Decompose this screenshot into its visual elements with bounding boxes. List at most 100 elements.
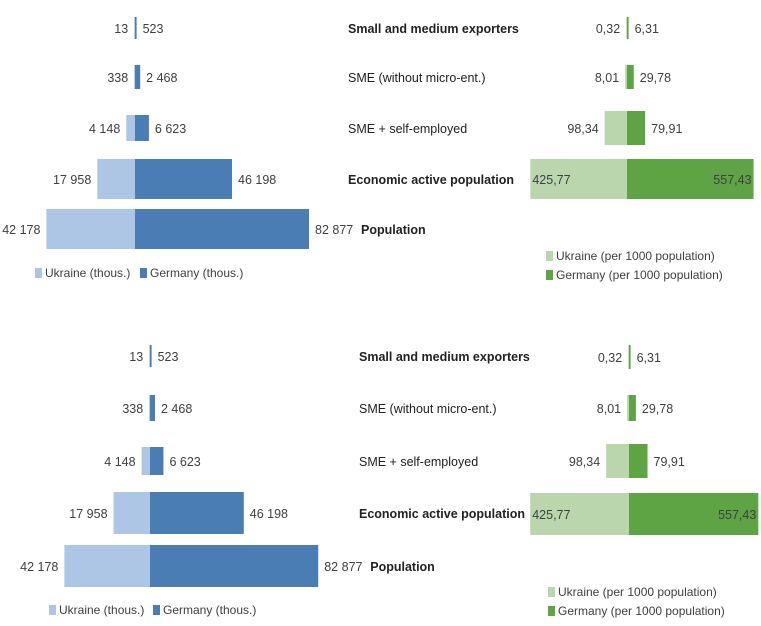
category-label: SME + self-employed <box>348 122 467 136</box>
bar-germany <box>629 345 631 369</box>
data-label-ukraine: 13 <box>114 22 128 36</box>
category-label: Population <box>361 223 426 237</box>
chart-4: 0,32 6,31 8,01 29,78 98,34 79,91 425,77 557,43 U… <box>530 345 759 618</box>
data-label-germany: 79,91 <box>651 122 682 136</box>
legend-label: Germany (per 1000 population) <box>558 604 725 618</box>
category-label: SME (without micro-ent.) <box>348 71 486 85</box>
bar-germany <box>627 17 629 39</box>
data-label-ukraine: 98,34 <box>567 122 598 136</box>
legend-label: Ukraine (thous.) <box>59 603 144 617</box>
category-label: Small and medium exporters <box>359 350 530 364</box>
data-label-germany: 557,43 <box>713 173 751 187</box>
bar-ukraine <box>530 493 629 535</box>
data-label-germany: 6,31 <box>637 351 661 365</box>
data-label-ukraine: 8,01 <box>597 402 621 416</box>
data-label-germany: 6 623 <box>169 455 200 469</box>
legend-label: Germany (thous.) <box>150 266 243 280</box>
legend-swatch <box>548 587 555 597</box>
data-label-ukraine: 338 <box>107 71 128 85</box>
data-label-germany: 2 468 <box>146 71 177 85</box>
data-label-ukraine: 4 148 <box>104 455 135 469</box>
legend-label: Ukraine (per 1000 population) <box>558 585 717 599</box>
bar-ukraine <box>627 395 629 421</box>
data-label-ukraine: 338 <box>122 402 143 416</box>
chart-1: 13 523 Small and medium exporters 338 2 468 S… <box>2 17 519 280</box>
data-label-germany: 29,78 <box>642 402 673 416</box>
bar-germany <box>150 492 244 534</box>
legend-swatch <box>548 606 555 616</box>
data-label-ukraine: 425,77 <box>532 173 570 187</box>
bar-ukraine <box>149 395 150 421</box>
data-label-ukraine: 13 <box>129 350 143 364</box>
bar-ukraine <box>625 65 627 89</box>
bar-germany <box>135 17 137 39</box>
legend-swatch <box>49 605 56 615</box>
bar-ukraine <box>113 492 150 534</box>
data-label-germany: 523 <box>158 350 179 364</box>
bar-germany <box>150 345 152 367</box>
bar-ukraine <box>134 65 135 89</box>
legend-swatch <box>546 251 553 261</box>
category-label: SME (without micro-ent.) <box>359 402 497 416</box>
category-label: Population <box>370 560 435 574</box>
data-label-ukraine: 0,32 <box>596 22 620 36</box>
bar-germany <box>135 209 310 249</box>
chart-2: 0,32 6,31 8,01 29,78 98,34 79,91 425,77 557,43 U… <box>530 17 754 282</box>
bar-germany <box>629 444 648 478</box>
bar-germany <box>135 65 141 89</box>
bar-germany <box>627 111 646 145</box>
bar-ukraine <box>606 444 629 478</box>
legend-swatch <box>35 268 42 278</box>
legend-swatch <box>140 268 147 278</box>
bar-germany <box>135 115 149 141</box>
data-label-germany: 6,31 <box>635 22 659 36</box>
legend-label: Ukraine (per 1000 population) <box>556 249 715 263</box>
data-label-germany: 557,43 <box>718 508 756 522</box>
bar-germany <box>627 159 754 199</box>
data-label-germany: 46 198 <box>238 173 276 187</box>
data-label-ukraine: 42 178 <box>20 560 58 574</box>
bar-germany <box>629 395 636 421</box>
data-label-germany: 2 468 <box>161 402 192 416</box>
data-label-germany: 79,91 <box>654 455 685 469</box>
bar-ukraine <box>604 111 627 145</box>
category-label: SME + self-employed <box>359 455 478 469</box>
data-label-germany: 46 198 <box>250 507 288 521</box>
legend-label: Germany (thous.) <box>163 603 256 617</box>
legend-label: Ukraine (thous.) <box>45 266 130 280</box>
bar-ukraine <box>97 159 135 199</box>
bar-ukraine <box>530 159 627 199</box>
legend-swatch <box>153 605 160 615</box>
data-label-germany: 82 877 <box>324 560 362 574</box>
data-label-ukraine: 98,34 <box>569 455 600 469</box>
bar-ukraine <box>46 209 135 249</box>
chart-3: 13 523 Small and medium exporters 338 2 468 S… <box>20 345 530 617</box>
bar-ukraine <box>626 17 627 39</box>
legend-label: Germany (per 1000 population) <box>556 268 723 282</box>
category-label: Economic active population <box>348 173 514 187</box>
bar-ukraine <box>628 345 629 369</box>
data-label-ukraine: 17 958 <box>53 173 91 187</box>
bar-ukraine <box>126 115 135 141</box>
bar-germany <box>627 65 634 89</box>
data-label-ukraine: 17 958 <box>69 507 107 521</box>
data-label-germany: 6 623 <box>155 122 186 136</box>
data-label-ukraine: 42 178 <box>2 223 40 237</box>
bar-germany <box>150 395 156 421</box>
data-label-germany: 82 877 <box>315 223 353 237</box>
legend-swatch <box>546 270 553 280</box>
data-label-ukraine: 8,01 <box>595 71 619 85</box>
bar-ukraine <box>134 17 135 39</box>
bar-germany <box>629 493 759 535</box>
bar-germany <box>150 447 164 475</box>
data-label-germany: 29,78 <box>640 71 671 85</box>
bar-germany <box>150 545 319 587</box>
bar-ukraine <box>141 447 150 475</box>
bar-ukraine <box>149 345 150 367</box>
bar-ukraine <box>64 545 150 587</box>
bar-germany <box>135 159 233 199</box>
data-label-ukraine: 0,32 <box>598 351 622 365</box>
data-label-germany: 523 <box>143 22 164 36</box>
data-label-ukraine: 425,77 <box>532 508 570 522</box>
